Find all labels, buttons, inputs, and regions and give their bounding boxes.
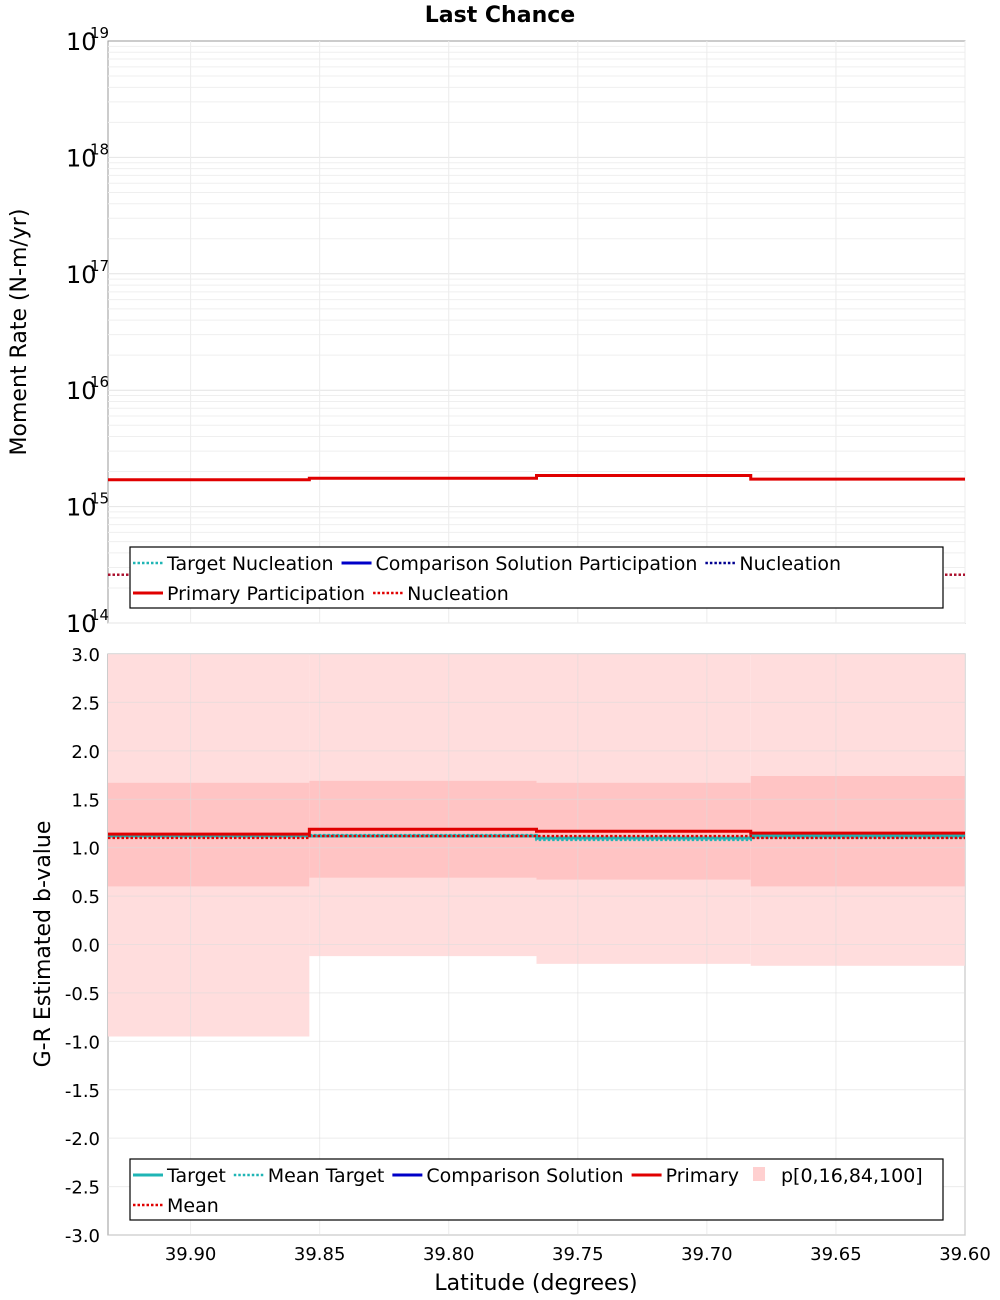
- bottom-y-tick-label: 2.5: [71, 693, 100, 714]
- x-tick-labels: 39.90 39.85 39.80 39.75 39.70 39.65 39.60: [165, 1244, 991, 1265]
- top-y-tick-exponent: 16: [90, 373, 109, 391]
- bottom-legend-label: Mean Target: [268, 1165, 385, 1187]
- top-y-tick-base: 10: [66, 144, 97, 172]
- top-y-tick-base: 10: [66, 494, 97, 522]
- top-y-tick-exponent: 17: [90, 257, 109, 275]
- top-legend-label: Nucleation: [739, 553, 841, 575]
- bottom-legend-label: Primary: [666, 1165, 739, 1187]
- bottom-y-tick-label: 2.0: [71, 742, 100, 763]
- top-y-tick-exponent: 18: [90, 140, 109, 158]
- bottom-y-tick-label: 1.5: [71, 790, 100, 811]
- bottom-series-mean-target: [108, 833, 965, 842]
- bottom-y-tick-label: 1.0: [71, 839, 100, 860]
- bottom-y-tick-label: 0.5: [71, 887, 100, 908]
- top-y-axis-title: Moment Rate (N-m/yr): [7, 209, 32, 456]
- top-y-tick-base: 10: [66, 377, 97, 405]
- bottom-y-tick-label: -1.0: [65, 1032, 100, 1053]
- x-tick-label: 39.65: [810, 1244, 862, 1265]
- x-tick-label: 39.85: [294, 1244, 346, 1265]
- top-plot-area: [107, 40, 966, 624]
- bottom-y-tick-label: -0.5: [65, 984, 100, 1005]
- chart-title: Last Chance: [425, 3, 575, 28]
- top-legend: Target Nucleation Comparison Solution Par…: [129, 546, 944, 609]
- top-y-tick-exponent: 15: [90, 490, 109, 508]
- bottom-y-tick-labels: 3.0 2.5 2.0 1.5 1.0 0.5 0.0 -0.5 -1.0 -1.5 -2.0 -2.…: [65, 645, 100, 1247]
- x-tick-label: 39.75: [552, 1244, 604, 1265]
- bottom-legend: Target Mean Target Comparison Solution Prim…: [129, 1158, 944, 1221]
- x-tick-label: 39.80: [423, 1244, 475, 1265]
- top-legend-label: Nucleation: [407, 583, 509, 605]
- top-gridlines: [108, 41, 966, 624]
- top-y-tick-base: 10: [66, 261, 97, 289]
- band-p16-p84: [750, 776, 965, 887]
- top-legend-label: Target Nucleation: [166, 553, 334, 575]
- top-y-tick-exponent: 19: [90, 24, 109, 42]
- bottom-y-tick-label: -2.5: [65, 1178, 100, 1199]
- bottom-y-tick-label: -2.0: [65, 1129, 100, 1150]
- bottom-legend-label: Mean: [167, 1195, 219, 1217]
- bottom-legend-label: p[0,16,84,100]: [781, 1165, 923, 1187]
- bottom-y-axis-title: G-R Estimated b-value: [31, 821, 56, 1068]
- bottom-legend-label: Comparison Solution: [426, 1165, 623, 1187]
- bottom-gridlines: [108, 653, 966, 1236]
- bottom-y-tick-label: -1.5: [65, 1081, 100, 1102]
- top-legend-label: Comparison Solution Participation: [376, 553, 698, 575]
- x-tick-label: 39.90: [165, 1244, 217, 1265]
- bottom-legend-swatch: [753, 1167, 765, 1181]
- top-series-primary-participation: [108, 474, 965, 482]
- top-y-tick-exponent: 14: [90, 606, 109, 624]
- top-y-tick-base: 10: [66, 610, 97, 638]
- bottom-series-primary: [108, 827, 965, 836]
- bottom-legend-box: [129, 1158, 944, 1221]
- bottom-y-tick-label: 3.0: [71, 645, 100, 666]
- bottom-series-lines: [108, 827, 965, 842]
- x-tick-label: 39.70: [681, 1244, 733, 1265]
- top-y-tick-base: 10: [66, 28, 97, 56]
- b-value-panel: 3.0 2.5 2.0 1.5 1.0 0.5 0.0 -0.5 -1.0 -1.5 -2.0 -2.…: [31, 645, 991, 1296]
- bottom-y-tick-label: 0.0: [71, 936, 100, 957]
- top-legend-box: [129, 546, 944, 609]
- bottom-legend-label: Target: [166, 1165, 226, 1187]
- x-tick-label: 39.60: [939, 1244, 991, 1265]
- top-legend-label: Primary Participation: [167, 583, 365, 605]
- x-axis-title: Latitude (degrees): [434, 1271, 637, 1296]
- bottom-y-tick-label: -3.0: [65, 1226, 100, 1247]
